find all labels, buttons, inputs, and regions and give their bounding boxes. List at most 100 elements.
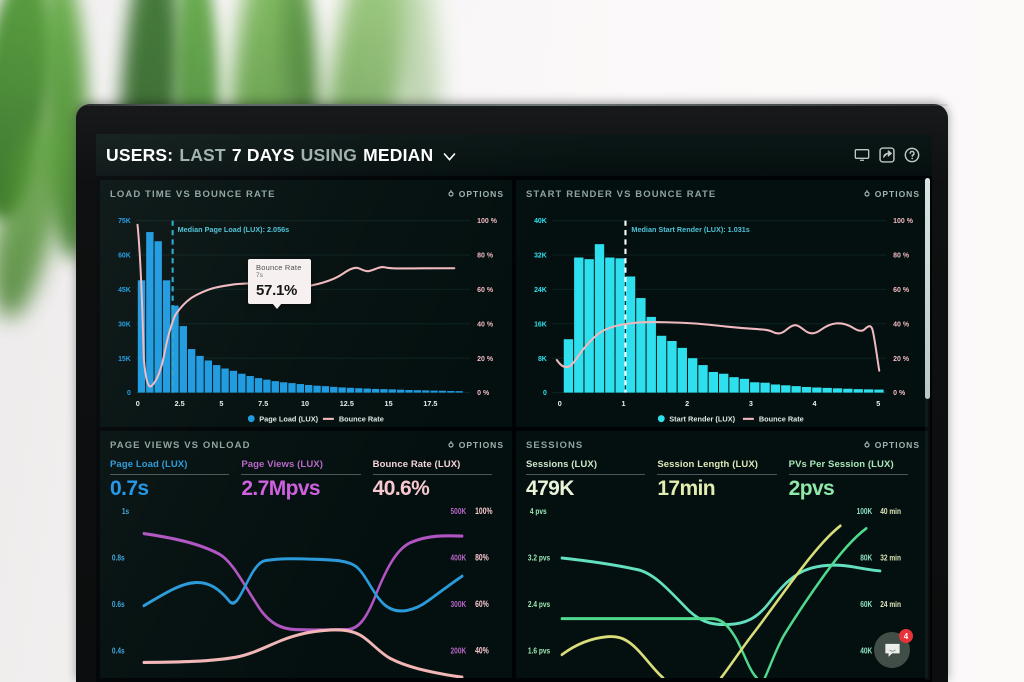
panel-title: SESSIONS: [526, 439, 584, 451]
metric-card[interactable]: Sessions (LUX) 479K: [526, 459, 657, 500]
panel-header: SESSIONS OPTIONS: [516, 431, 928, 457]
tooltip-sub: 7s: [256, 271, 263, 279]
svg-text:300K: 300K: [451, 599, 467, 609]
chevron-down-icon[interactable]: [442, 148, 457, 163]
y-axis-right-bounce-ticks: 100% 80% 60% 40%: [475, 506, 492, 655]
panel-load-time-vs-bounce-rate: LOAD TIME VS BOUNCE RATE OPTIONS: [100, 180, 512, 427]
metric-card[interactable]: PVs Per Session (LUX) 2pvs: [788, 459, 920, 500]
median-annotation-label: Median Start Render (LUX): 1.031s: [631, 225, 749, 234]
line-sessions: [560, 556, 882, 627]
svg-text:400K: 400K: [451, 553, 467, 563]
svg-text:40 %: 40 %: [893, 320, 910, 328]
x-axis-ticks: 0 2.5 5 7.5 10 12.5 15 17.5: [136, 399, 438, 408]
metric-label: PVs Per Session (LUX): [788, 459, 894, 470]
svg-text:80 %: 80 %: [477, 251, 494, 259]
help-icon[interactable]: [904, 147, 920, 163]
chat-unread-badge: 4: [899, 629, 913, 643]
panel-title: PAGE VIEWS VS ONLOAD: [110, 439, 251, 451]
svg-text:0.8s: 0.8s: [112, 553, 125, 563]
vertical-scrollbar-thumb[interactable]: [925, 178, 930, 399]
gear-icon: [447, 441, 455, 449]
metric-label: Page Views (LUX): [241, 459, 324, 470]
analytics-dashboard-app: USERS: LAST 7 DAYS USING MEDIAN: [96, 134, 932, 682]
svg-text:2.5: 2.5: [175, 399, 185, 408]
svg-text:4: 4: [813, 399, 818, 408]
svg-text:0: 0: [558, 399, 562, 408]
y-axis-right-ticks: 100 % 80 % 60 % 40 % 20 % 0 %: [477, 217, 497, 397]
svg-text:0: 0: [136, 399, 140, 408]
metric-value: 479K: [526, 477, 574, 500]
svg-text:15K: 15K: [118, 355, 132, 363]
title-aggregate[interactable]: MEDIAN: [363, 144, 434, 165]
svg-text:0: 0: [543, 389, 547, 397]
metric-card[interactable]: Session Length (LUX) 17min: [657, 459, 788, 500]
options-label: OPTIONS: [458, 440, 504, 450]
chart-tooltip: Bounce Rate 7s 57.1%: [248, 259, 311, 310]
y-axis-left-ticks: 1s 0.8s 0.6s 0.4s: [112, 506, 129, 655]
metric-divider: [241, 474, 361, 475]
panel-start-render-vs-bounce-rate: START RENDER VS BOUNCE RATE OPTIONS: [516, 180, 928, 427]
svg-text:40 min: 40 min: [880, 506, 901, 516]
title-using: USING: [300, 144, 358, 165]
metric-value: 2.7Mpvs: [241, 477, 321, 500]
svg-text:15: 15: [385, 399, 393, 408]
metric-divider: [526, 474, 646, 475]
metric-card[interactable]: Page Load (LUX) 0.7s: [110, 459, 241, 500]
options-label: OPTIONS: [458, 189, 504, 199]
panel-page-views-vs-onload: PAGE VIEWS VS ONLOAD OPTIONS Page Load (…: [100, 431, 512, 678]
y-axis-left-ticks: 4 pvs 3.2 pvs 2.4 pvs 1.6 pvs: [528, 506, 550, 655]
metric-label: Session Length (LUX): [657, 459, 759, 470]
svg-text:5: 5: [219, 399, 223, 408]
vertical-scrollbar-track[interactable]: [925, 178, 930, 680]
y-axis-right-ticks: 100 % 80 % 60 % 40 % 20 % 0 %: [893, 217, 913, 397]
share-icon[interactable]: [879, 147, 895, 163]
metric-card[interactable]: Page Views (LUX) 2.7Mpvs: [241, 459, 372, 500]
chart-load-time[interactable]: 75K 60K 45K 30K 15K 0 100 % 80 % 60 % 40 % 20 %…: [100, 206, 512, 427]
svg-text:40K: 40K: [534, 217, 548, 225]
line-bounce-rate: [142, 628, 464, 678]
options-button[interactable]: OPTIONS: [863, 189, 920, 199]
metric-card[interactable]: Bounce Rate (LUX) 40.6%: [372, 459, 504, 500]
svg-text:3.2 pvs: 3.2 pvs: [528, 553, 550, 563]
options-label: OPTIONS: [874, 440, 920, 450]
tooltip-label: Bounce Rate: [256, 263, 302, 272]
svg-text:20 %: 20 %: [477, 355, 494, 363]
svg-text:60 %: 60 %: [893, 286, 910, 294]
monitor-icon[interactable]: [854, 147, 870, 163]
svg-text:100 %: 100 %: [477, 217, 497, 225]
svg-text:7.5: 7.5: [258, 399, 268, 408]
svg-text:0.4s: 0.4s: [112, 646, 125, 656]
svg-text:0 %: 0 %: [893, 389, 906, 397]
svg-text:60%: 60%: [475, 599, 489, 609]
title-range[interactable]: 7 DAYS: [231, 144, 295, 165]
svg-text:40K: 40K: [860, 646, 872, 656]
chart-legend: Page Load (LUX) Bounce Rate: [247, 414, 384, 424]
chat-widget-button[interactable]: 4: [874, 629, 913, 668]
metric-divider: [372, 474, 492, 475]
chart-page-views[interactable]: 1s 0.8s 0.6s 0.4s 500K 400K 300K 200K 100% 80% 6…: [100, 500, 512, 678]
metric-divider: [657, 474, 777, 475]
chart-start-render[interactable]: 40K 32K 24K 16K 8K 0 100 % 80 % 60 % 40 % 20 % 0…: [516, 206, 928, 427]
svg-text:0.6s: 0.6s: [112, 599, 125, 609]
chart-legend: Start Render (LUX) Bounce Rate: [657, 414, 804, 424]
header-icon-group: [854, 147, 920, 163]
chart-svg-page-views: 1s 0.8s 0.6s 0.4s 500K 400K 300K 200K 100% 80% 6…: [112, 506, 493, 678]
gear-icon: [447, 190, 455, 198]
svg-text:17.5: 17.5: [423, 399, 437, 408]
svg-text:500K: 500K: [451, 506, 467, 516]
metric-card-row-sessions: Sessions (LUX) 479K Session Length (LUX)…: [516, 457, 928, 500]
svg-text:200K: 200K: [451, 646, 467, 656]
options-button[interactable]: OPTIONS: [863, 440, 920, 450]
svg-text:100%: 100%: [475, 506, 492, 516]
options-button[interactable]: OPTIONS: [447, 189, 504, 199]
svg-text:100 %: 100 %: [893, 217, 913, 225]
laptop-device: USERS: LAST 7 DAYS USING MEDIAN: [76, 104, 948, 682]
tooltip-value: 57.1%: [256, 281, 298, 299]
chat-bubble-icon: [884, 643, 900, 657]
svg-text:75K: 75K: [118, 217, 132, 225]
legend-dot-page-load: [247, 415, 255, 423]
options-button[interactable]: OPTIONS: [447, 440, 504, 450]
chart-sessions[interactable]: 4 pvs 3.2 pvs 2.4 pvs 1.6 pvs 100K 80K 60K 40K…: [516, 500, 928, 678]
